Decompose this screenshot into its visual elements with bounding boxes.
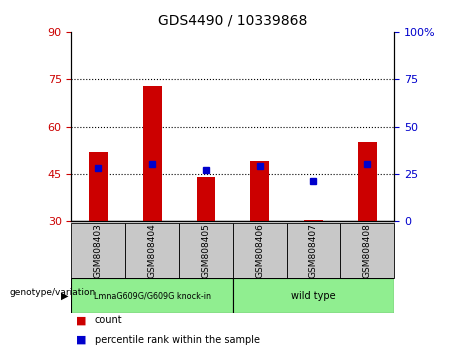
Bar <box>304 220 323 221</box>
Text: GSM808404: GSM808404 <box>148 223 157 278</box>
Bar <box>250 161 269 221</box>
Bar <box>340 223 394 278</box>
Text: ▶: ▶ <box>61 291 68 301</box>
Text: GSM808406: GSM808406 <box>255 223 264 278</box>
Bar <box>196 177 215 221</box>
Text: GSM808405: GSM808405 <box>201 223 210 278</box>
Bar <box>71 278 233 313</box>
Text: ■: ■ <box>76 315 87 325</box>
Bar <box>287 223 340 278</box>
Text: LmnaG609G/G609G knock-in: LmnaG609G/G609G knock-in <box>94 291 211 300</box>
Text: wild type: wild type <box>291 291 336 301</box>
Bar <box>233 278 394 313</box>
Text: ■: ■ <box>76 335 87 345</box>
Text: percentile rank within the sample: percentile rank within the sample <box>95 335 260 345</box>
Text: count: count <box>95 315 122 325</box>
Title: GDS4490 / 10339868: GDS4490 / 10339868 <box>158 14 307 28</box>
Bar <box>358 142 377 221</box>
Bar <box>89 152 108 221</box>
Bar <box>179 223 233 278</box>
Text: GSM808408: GSM808408 <box>363 223 372 278</box>
Bar <box>71 223 125 278</box>
Text: GSM808403: GSM808403 <box>94 223 103 278</box>
Text: genotype/variation: genotype/variation <box>9 287 95 297</box>
Bar <box>143 86 161 221</box>
Text: GSM808407: GSM808407 <box>309 223 318 278</box>
Bar <box>233 223 287 278</box>
Bar <box>125 223 179 278</box>
